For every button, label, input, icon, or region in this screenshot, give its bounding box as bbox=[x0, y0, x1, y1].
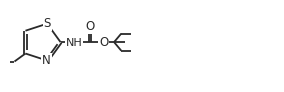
Text: O: O bbox=[99, 36, 108, 49]
Text: S: S bbox=[43, 17, 51, 30]
Text: NH: NH bbox=[66, 38, 82, 48]
Text: O: O bbox=[85, 20, 95, 33]
Text: N: N bbox=[42, 54, 51, 67]
